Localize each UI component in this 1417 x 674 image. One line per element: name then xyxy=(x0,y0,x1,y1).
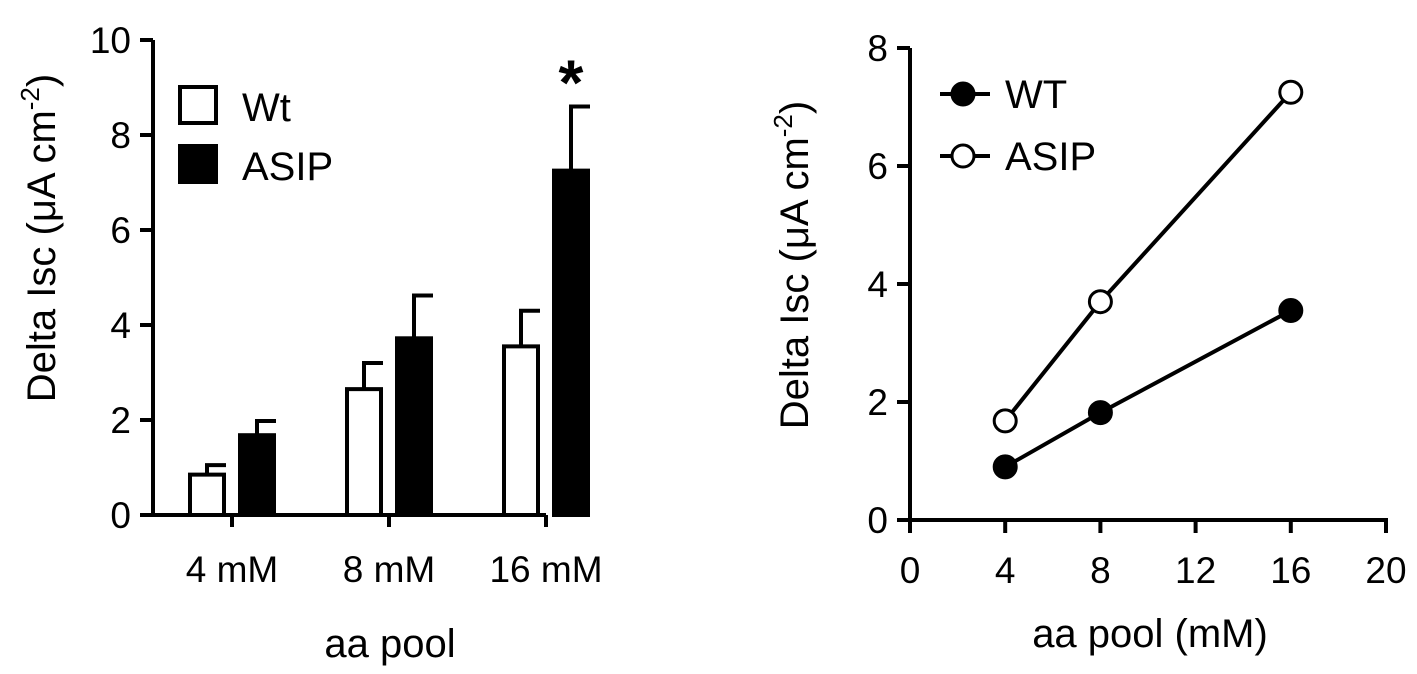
line-y-axis-label-sup: -2 xyxy=(768,114,798,137)
line-x-tick-label: 12 xyxy=(1175,550,1216,591)
significance-star: * xyxy=(559,47,584,119)
legend-label-asip-line: ASIP xyxy=(1005,135,1096,179)
line-y-axis-label-close: ) xyxy=(773,101,817,114)
bar-wt xyxy=(502,344,540,517)
series-line-wt xyxy=(1004,308,1292,469)
line-y-tick-label: 4 xyxy=(867,264,888,305)
bar-marks: * xyxy=(188,47,590,518)
line-axes: 0 2 4 6 8 0 4 8 12 16 20 xyxy=(867,28,1406,591)
line-y-axis-label: Delta Isc (μA cm-2) xyxy=(768,101,817,429)
legend-marker-wt xyxy=(950,81,976,107)
data-point-wt xyxy=(1278,298,1304,324)
line-x-tick-label: 0 xyxy=(900,550,921,591)
legend-swatch-asip xyxy=(178,144,218,184)
bar-axes: 0 2 4 6 8 10 4 mM 8 mM 16 mM xyxy=(90,20,603,590)
line-x-axis-label: aa pool (mM) xyxy=(1032,612,1268,656)
line-y-tick-label: 0 xyxy=(867,500,888,541)
bar-wt xyxy=(345,387,383,517)
line-y-tick-label: 2 xyxy=(867,382,888,423)
bar-y-axis-label: Delta Isc (μA cm-2) xyxy=(15,74,64,402)
bar-asip xyxy=(395,336,433,517)
bar-y-axis-label-main: Delta Isc (μA cm xyxy=(20,110,64,402)
line-x-tick-label: 16 xyxy=(1270,550,1311,591)
data-point-asip xyxy=(992,408,1018,434)
bar-y-tick-label: 0 xyxy=(110,495,131,536)
bar-x-tick-label: 4 mM xyxy=(186,549,279,590)
bar-x-axis-label: aa pool xyxy=(324,622,455,666)
bar-wt xyxy=(188,472,226,517)
line-legend: WT ASIP xyxy=(940,73,1096,179)
legend-label-wt-line: WT xyxy=(1005,73,1067,117)
bar-x-tick-label: 16 mM xyxy=(489,549,602,590)
line-x-tick-label: 8 xyxy=(1090,550,1111,591)
line-y-tick-label: 6 xyxy=(867,146,888,187)
bar-y-tick-label: 6 xyxy=(110,210,131,251)
bar-asip xyxy=(238,433,276,518)
bar-y-tick-label: 4 xyxy=(110,305,131,346)
legend-label-asip: ASIP xyxy=(242,145,333,189)
legend-label-wt: Wt xyxy=(242,86,291,130)
line-x-tick-label: 4 xyxy=(995,550,1016,591)
bar-asip xyxy=(552,168,590,517)
bar-y-tick-label: 10 xyxy=(90,20,131,61)
line-marks xyxy=(992,79,1304,480)
line-chart: 0 2 4 6 8 0 4 8 12 16 20 WT ASIP aa pool (mM) Delt… xyxy=(768,28,1407,656)
data-point-asip xyxy=(1278,79,1304,105)
bar-y-axis-label-sup: -2 xyxy=(15,87,45,110)
bar-x-tick-label: 8 mM xyxy=(343,549,436,590)
line-y-axis-label-main: Delta Isc (μA cm xyxy=(773,137,817,429)
line-y-tick-label: 8 xyxy=(867,28,888,69)
legend-swatch-wt xyxy=(178,85,218,125)
data-point-asip xyxy=(1087,289,1113,315)
bar-y-tick-label: 8 xyxy=(110,115,131,156)
bar-chart: 0 2 4 6 8 10 4 mM 8 mM 16 mM * Wt ASIP aa pool D… xyxy=(15,20,603,666)
bar-y-tick-label: 2 xyxy=(110,400,131,441)
bar-y-axis-label-close: ) xyxy=(20,74,64,87)
legend-marker-asip xyxy=(950,143,976,169)
line-x-tick-label: 20 xyxy=(1365,550,1406,591)
bar-legend: Wt ASIP xyxy=(178,85,333,189)
data-point-wt xyxy=(1087,400,1113,426)
data-point-wt xyxy=(992,454,1018,480)
